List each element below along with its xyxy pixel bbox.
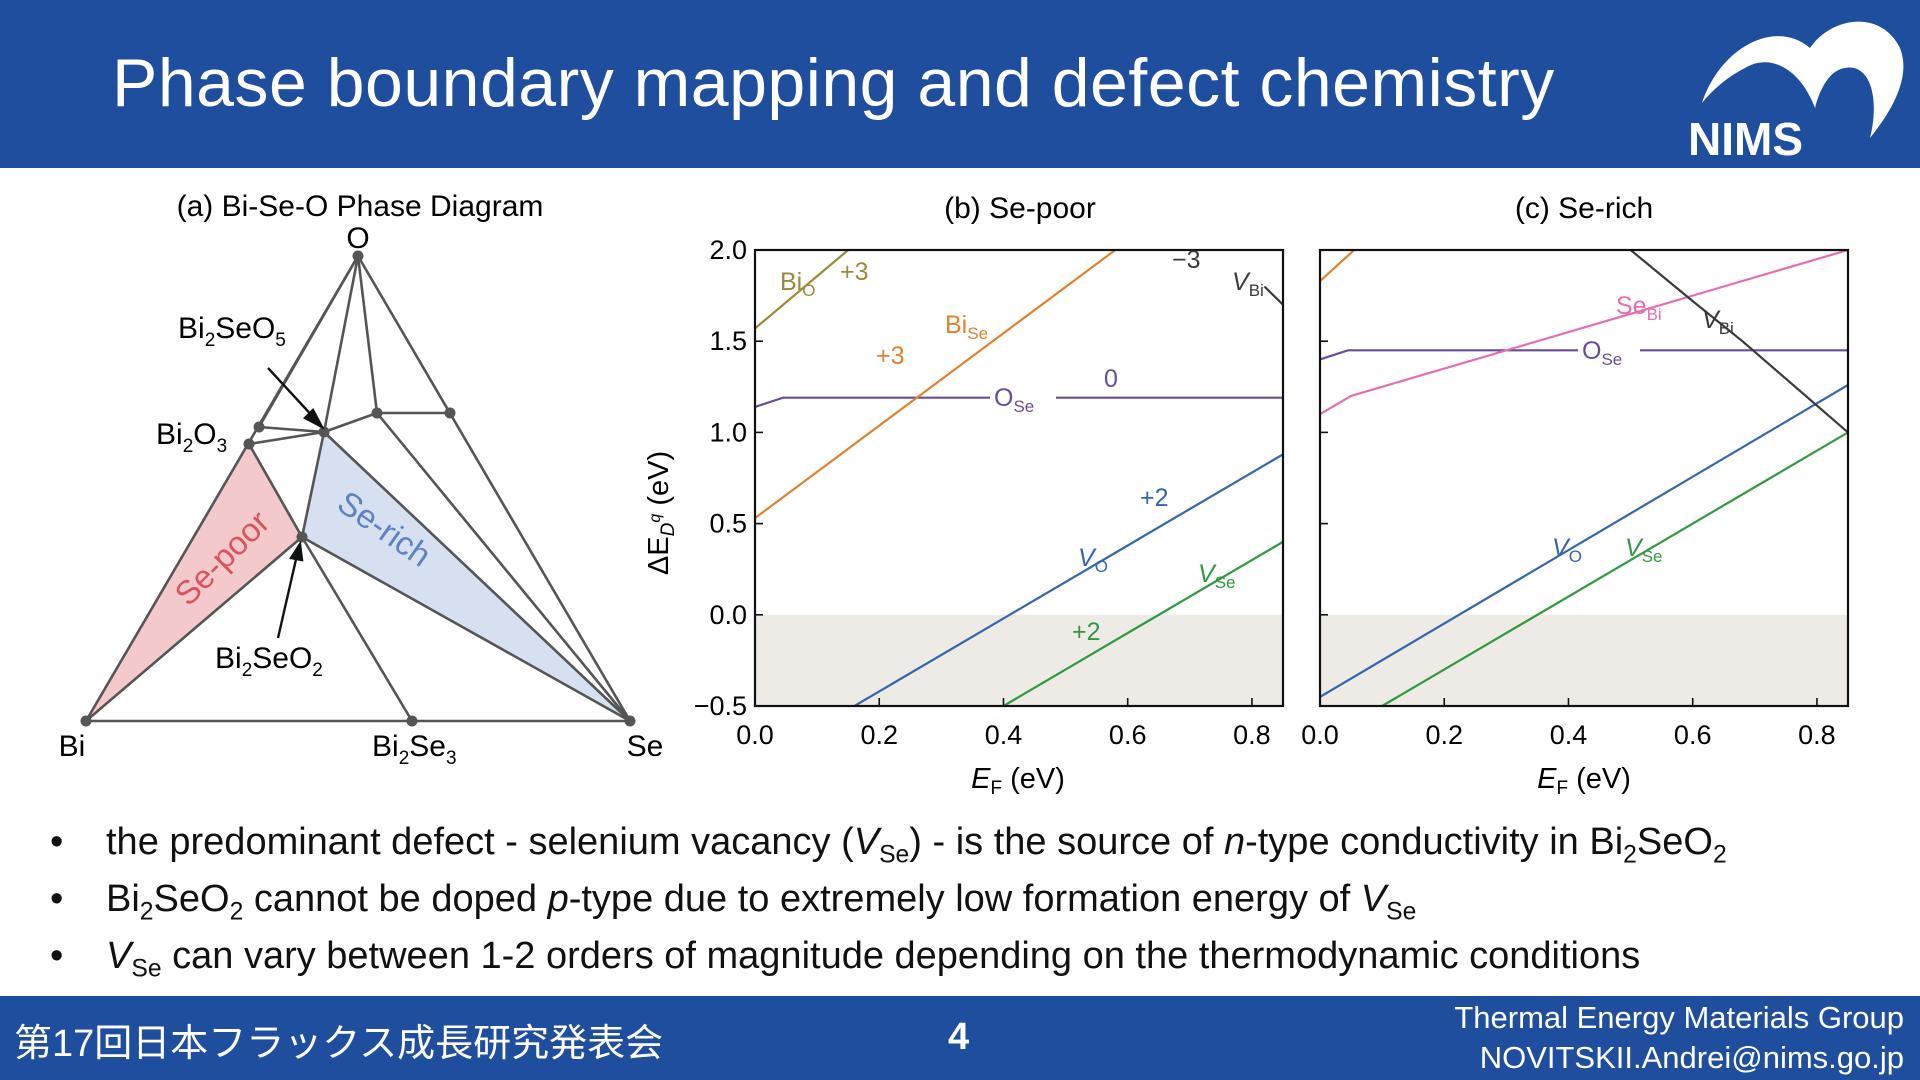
series-v-o xyxy=(853,453,1283,706)
chart-b-ticks: 0.0 0.2 0.4 0.6 0.8−0.50.00.51.01.52.0 xyxy=(694,235,1271,750)
tie-lines xyxy=(84,253,633,723)
series-v-bi xyxy=(1629,250,1848,434)
chart-c-title: (c) Se-rich xyxy=(1515,192,1653,225)
x-tick-label: 0.6 xyxy=(1674,720,1712,750)
series-v-se xyxy=(1002,540,1283,706)
label-arrows xyxy=(267,367,325,639)
series-bi-se xyxy=(755,250,1116,519)
page-number: 4 xyxy=(948,1016,970,1058)
plot-frame xyxy=(753,248,1285,708)
phase-diagram: (a) Bi-Se-O Phase Diagram xyxy=(59,190,664,769)
logo-shape xyxy=(1702,21,1904,138)
chart-b-ylabel: ΔEDq (eV) xyxy=(643,451,679,575)
phase-nodes xyxy=(80,250,636,727)
x-tick-label: 0.8 xyxy=(1798,720,1836,750)
chart-c-plot xyxy=(1318,248,1850,708)
chart-b-plot xyxy=(753,248,1285,708)
label-bise-charge: +3 xyxy=(876,342,905,370)
bullet-item: • the predominant defect - selenium vaca… xyxy=(50,815,1910,872)
bullet-marker: • xyxy=(50,821,64,863)
y-tick-label: 0.0 xyxy=(709,600,747,630)
negative-energy-shade xyxy=(755,614,1283,706)
label-sebi: SeBi xyxy=(1616,292,1662,324)
label-ose-charge: 0 xyxy=(1104,365,1118,393)
label-bise: BiSe xyxy=(945,311,988,343)
label-bi2o3: Bi2O3 xyxy=(156,418,227,457)
label-bi2seo5: Bi2SeO5 xyxy=(178,312,286,351)
header-bar: Phase boundary mapping and defect chemis… xyxy=(0,0,1920,168)
x-tick-label: 0.6 xyxy=(1109,720,1147,750)
x-tick-label: 0.0 xyxy=(736,720,774,750)
chart-se-rich: (c) Se-rich 0.0 0.2 0.4 0.6 0.8 EF (eV) SeBi… xyxy=(1301,192,1850,799)
y-tick-label: −0.5 xyxy=(694,691,747,721)
x-tick-label: 0.4 xyxy=(1550,720,1588,750)
bullet-marker: • xyxy=(50,878,64,920)
bullet-text: the predominant defect - selenium vacanc… xyxy=(106,821,1727,869)
chart-b-title: (b) Se-poor xyxy=(944,192,1096,225)
corner-se: Se xyxy=(627,730,664,763)
logo-text: NIMS xyxy=(1688,113,1803,162)
footer-credits: Thermal Energy Materials Group NOVITSKII… xyxy=(1454,998,1904,1078)
label-ose-c: OSe xyxy=(1582,337,1622,369)
bullet-text: Bi2SeO2 cannot be doped p-type due to ex… xyxy=(106,878,1417,926)
figure-panel: (a) Bi-Se-O Phase Diagram xyxy=(59,190,1850,799)
plot-frame xyxy=(1318,248,1850,708)
corner-o: O xyxy=(346,222,369,255)
x-tick-label: 0.0 xyxy=(1301,720,1339,750)
series-bi-o xyxy=(755,250,849,330)
label-vo-charge: +2 xyxy=(1140,484,1169,512)
footer-bar: 第17回日本フラックス成長研究発表会 4 Thermal Energy Mate… xyxy=(0,996,1920,1080)
corner-bi: Bi xyxy=(59,730,86,763)
svg-text:ΔEDq (eV): ΔEDq (eV) xyxy=(643,451,679,575)
conference-name: 第17回日本フラックス成長研究発表会 xyxy=(14,1023,664,1065)
label-vo-c: VO xyxy=(1552,534,1582,566)
y-tick-label: 1.0 xyxy=(709,417,747,447)
slide-title: Phase boundary mapping and defect chemis… xyxy=(112,45,1555,121)
chart-se-poor: (b) Se-poor 0.0 0.2 0.4 0.6 0.8−0.50.00.51.0… xyxy=(643,192,1285,799)
group-name: Thermal Energy Materials Group xyxy=(1454,1000,1904,1035)
label-vbi: VBi xyxy=(1232,268,1264,300)
label-bio-charge: +3 xyxy=(840,258,869,286)
y-tick-label: 0.5 xyxy=(709,509,747,539)
label-vse-c: VSe xyxy=(1625,534,1662,566)
x-tick-label: 0.2 xyxy=(1425,720,1463,750)
author-email[interactable]: NOVITSKII.Andrei@nims.go.jp xyxy=(1479,1040,1904,1075)
label-vse: VSe xyxy=(1198,560,1235,592)
series-v-se xyxy=(1381,431,1848,706)
y-tick-label: 2.0 xyxy=(709,235,747,265)
y-tick-label: 1.5 xyxy=(709,326,747,356)
chart-c-xlabel: EF (eV) xyxy=(1537,763,1631,799)
se-poor-region xyxy=(86,444,302,721)
bullet-marker: • xyxy=(50,935,64,977)
label-vo: VO xyxy=(1078,544,1108,576)
x-tick-label: 0.2 xyxy=(860,720,898,750)
series-v-bi xyxy=(1263,285,1283,306)
label-vse-charge: +2 xyxy=(1072,618,1101,646)
series-o-se xyxy=(1320,349,1848,361)
x-tick-label: 0.4 xyxy=(985,720,1023,750)
label-bi2se3: Bi2Se3 xyxy=(372,730,457,769)
chart-c-ticks: 0.0 0.2 0.4 0.6 0.8 xyxy=(1301,249,1836,750)
label-bio: BiO xyxy=(780,268,815,300)
bullet-list: • the predominant defect - selenium vaca… xyxy=(50,815,1910,986)
series-v-o xyxy=(1320,384,1848,698)
label-ose-bg xyxy=(990,380,1056,414)
series-bi-o xyxy=(1320,250,1355,282)
se-rich-region xyxy=(302,432,630,721)
chart-b-xlabel: EF (eV) xyxy=(971,763,1065,799)
x-tick-label: 0.8 xyxy=(1233,720,1271,750)
label-vbi-c: VBi xyxy=(1702,306,1734,338)
nims-logo: NIMS xyxy=(1688,21,1904,162)
bullet-item: • VSe can vary between 1-2 orders of mag… xyxy=(50,929,1910,986)
label-bi2seo2: Bi2SeO2 xyxy=(215,642,323,681)
series-se-bi xyxy=(1320,250,1848,416)
bullet-item: • Bi2SeO2 cannot be doped p-type due to … xyxy=(50,872,1910,929)
series-o-se xyxy=(755,396,1283,408)
label-ose-c-bg xyxy=(1578,334,1640,368)
label-ose: OSe xyxy=(994,384,1034,416)
label-vbi-charge: −3 xyxy=(1172,246,1201,274)
bullet-text: VSe can vary between 1-2 orders of magni… xyxy=(106,935,1641,983)
negative-energy-shade xyxy=(1320,614,1848,706)
phase-diagram-title: (a) Bi-Se-O Phase Diagram xyxy=(177,190,544,223)
